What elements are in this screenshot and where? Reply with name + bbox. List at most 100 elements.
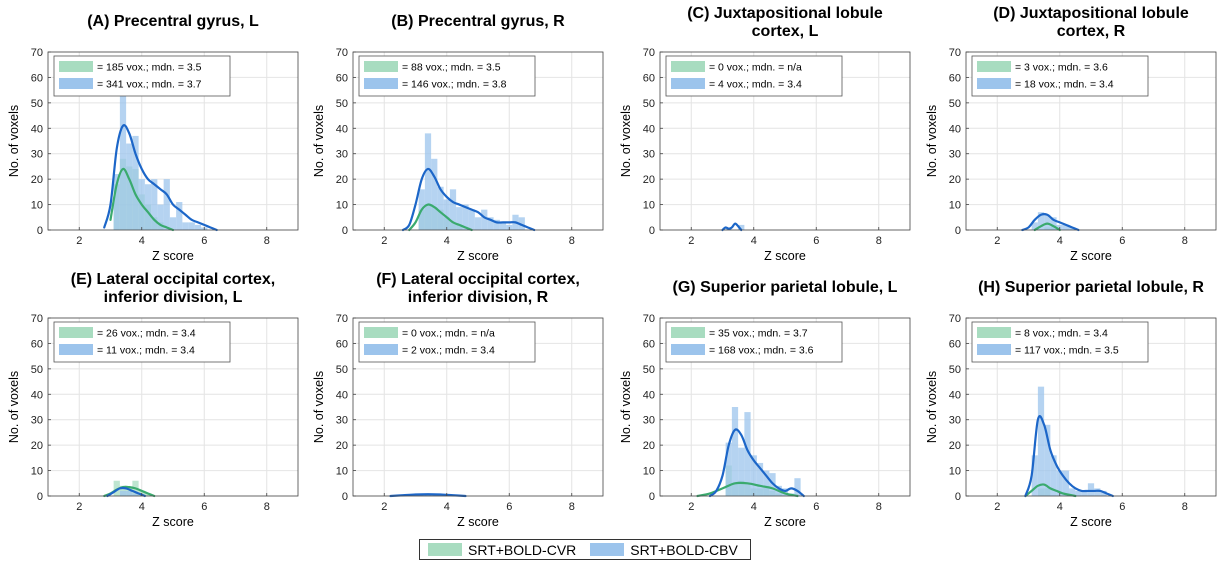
inset-legend-label-cbv: = 11 vox.; mdn. = 3.4 [97, 345, 195, 357]
plot-frame [965, 317, 1217, 497]
x-tick-label: 2 [76, 501, 82, 513]
legend-label-cbv: SRT+BOLD-CBV [630, 541, 738, 558]
y-tick-label: 30 [31, 149, 43, 161]
panel-h: 2 4 6 8 0 10 20 30 40 50 60 70 Z score No. of voxels (… [925, 279, 1217, 529]
inset-legend-label-cbv: = 117 vox.; mdn. = 3.5 [1015, 345, 1119, 357]
histogram-bar-cbv [119, 490, 127, 496]
histogram-bar-cbv [1075, 490, 1082, 496]
panel-title: inferior division, R [408, 289, 549, 306]
legend-label-cvr: SRT+BOLD-CVR [468, 541, 577, 558]
y-tick-label: 10 [31, 466, 43, 478]
y-tick-label: 20 [949, 174, 961, 186]
y-tick-label: 20 [336, 440, 348, 452]
panel-title: inferior division, L [104, 289, 243, 306]
y-tick-label: 20 [31, 440, 43, 452]
density-curve-cbv [1024, 415, 1114, 498]
plot-frame [659, 51, 911, 231]
y-tick-label: 70 [643, 313, 655, 325]
inset-legend-label-cvr: = 0 vox.; mdn. = n/a [709, 62, 802, 74]
histogram-bar-cbv [1069, 227, 1076, 230]
y-tick-label: 70 [336, 313, 348, 325]
y-tick-label: 0 [955, 491, 961, 503]
histogram-bar-cbv [1050, 217, 1057, 230]
inset-legend-label-cbv: = 2 vox.; mdn. = 3.4 [402, 345, 495, 357]
legend-swatch-cbv [590, 543, 625, 556]
x-tick-label: 4 [751, 501, 757, 513]
inset-legend-swatch-cbv [977, 344, 1011, 355]
y-tick-label: 70 [949, 313, 961, 325]
y-tick-label: 20 [949, 440, 961, 452]
y-tick-label: 10 [336, 466, 348, 478]
y-tick-label: 60 [31, 72, 43, 84]
density-curve-cbv [1021, 213, 1080, 232]
inset-legend-swatch-cbv [977, 78, 1011, 89]
plot-frame [47, 51, 299, 231]
inset-legend-label-cvr: = 88 vox.; mdn. = 3.5 [402, 62, 501, 74]
panel-b: 2 4 6 8 0 10 20 30 40 50 60 70 Z score No. of voxels (… [312, 13, 604, 263]
panel-a: 2 4 6 8 0 10 20 30 40 50 60 70 Z score No. of voxels (… [7, 13, 299, 263]
x-tick-label: 8 [569, 501, 575, 513]
y-tick-label: 60 [643, 338, 655, 350]
histogram-bar-cbv [518, 217, 525, 230]
histogram-grid: 2 4 6 8 0 10 20 30 40 50 60 70 Z score No. of voxels (… [7, 5, 1217, 529]
histogram-bar-cbv [126, 490, 133, 496]
y-tick-label: 30 [949, 415, 961, 427]
histogram-bar-cbv [1100, 490, 1107, 496]
x-tick-label: 4 [751, 235, 757, 247]
histogram-bar-cbv [462, 204, 469, 230]
histogram-bar-cbv [176, 202, 183, 230]
density-curve-cbv [401, 167, 536, 232]
histogram-bar-cbv [126, 143, 133, 230]
panel-f: 2 4 6 8 0 10 20 30 40 50 60 70 Z score No. of voxels (… [312, 271, 604, 529]
x-tick-label: 8 [876, 235, 882, 247]
density-curve-cvr [408, 203, 473, 232]
panel-e: 2 4 6 8 0 10 20 30 40 50 60 70 Z score No. of voxels (… [7, 271, 299, 529]
y-tick-label: 20 [643, 174, 655, 186]
x-axis-label: Z score [152, 249, 194, 263]
y-tick-label: 40 [336, 123, 348, 135]
histogram-bar-cbv [449, 189, 457, 230]
y-axis-label: No. of voxels [925, 371, 939, 443]
inset-legend-label-cvr: = 0 vox.; mdn. = n/a [402, 328, 495, 340]
histogram-bar-cbv [1069, 488, 1076, 496]
panel-title: cortex, R [1057, 23, 1126, 40]
x-tick-label: 8 [264, 235, 270, 247]
histogram-bar-cvr [144, 493, 152, 496]
panel-title: (E) Lateral occipital cortex, [71, 271, 276, 288]
panel-title: cortex, L [752, 23, 819, 40]
inset-legend-label-cvr: = 3 vox.; mdn. = 3.6 [1015, 62, 1108, 74]
y-tick-label: 10 [336, 200, 348, 212]
inset-legend-swatch-cvr [364, 327, 398, 338]
histogram-bar-cbv [1056, 470, 1063, 496]
inset-legend-swatch-cvr [977, 61, 1011, 72]
histogram-bar-cbv [157, 204, 164, 230]
x-tick-label: 8 [1182, 235, 1188, 247]
inset-legend-swatch-cbv [364, 78, 398, 89]
x-tick-label: 4 [1057, 501, 1063, 513]
y-tick-label: 50 [31, 364, 43, 376]
inset-legend-swatch-cvr [671, 61, 705, 72]
y-tick-label: 30 [949, 149, 961, 161]
panel-c: 2 4 6 8 0 10 20 30 40 50 60 70 Z score No. of voxels (… [619, 5, 911, 263]
histogram-bar-cbv [499, 222, 507, 230]
inset-legend-label-cvr: = 185 vox.; mdn. = 3.5 [97, 62, 202, 74]
histogram-bar-cbv [781, 488, 789, 496]
plot-frame [352, 317, 604, 497]
panel-title: (F) Lateral occipital cortex, [376, 271, 580, 288]
histogram-bar-cbv [144, 184, 152, 230]
x-axis-label: Z score [457, 515, 499, 529]
y-tick-label: 70 [643, 47, 655, 59]
y-tick-label: 20 [643, 440, 655, 452]
density-curve-cbv [103, 124, 218, 232]
histogram-bar-cbv [1094, 488, 1101, 496]
density-curve-cvr [109, 167, 175, 232]
x-axis-label: Z score [457, 249, 499, 263]
y-tick-label: 40 [31, 389, 43, 401]
histogram-bar-cbv [456, 207, 463, 230]
x-axis-label: Z score [1070, 249, 1112, 263]
x-tick-label: 2 [994, 235, 1000, 247]
inset-legend-swatch-cvr [977, 327, 1011, 338]
y-tick-label: 40 [643, 389, 655, 401]
x-tick-label: 6 [201, 501, 207, 513]
histogram-bar-cbv [424, 494, 432, 496]
